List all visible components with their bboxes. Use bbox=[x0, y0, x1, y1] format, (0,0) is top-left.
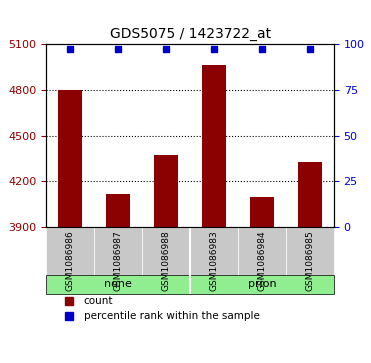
FancyBboxPatch shape bbox=[238, 228, 286, 294]
Bar bbox=[250, 197, 274, 228]
FancyBboxPatch shape bbox=[190, 228, 238, 294]
Bar bbox=[106, 194, 130, 228]
FancyBboxPatch shape bbox=[142, 228, 190, 294]
Bar bbox=[154, 155, 178, 228]
Text: count: count bbox=[84, 296, 113, 306]
Text: GSM1086983: GSM1086983 bbox=[210, 230, 219, 291]
FancyBboxPatch shape bbox=[190, 275, 334, 294]
Text: percentile rank within the sample: percentile rank within the sample bbox=[84, 311, 260, 321]
Bar bbox=[58, 90, 82, 228]
FancyBboxPatch shape bbox=[46, 275, 190, 294]
FancyBboxPatch shape bbox=[46, 228, 94, 294]
Text: GSM1086986: GSM1086986 bbox=[66, 230, 75, 291]
Text: GSM1086987: GSM1086987 bbox=[114, 230, 123, 291]
Bar bbox=[202, 65, 226, 228]
FancyBboxPatch shape bbox=[94, 228, 142, 294]
Text: GSM1086985: GSM1086985 bbox=[305, 230, 315, 291]
Title: GDS5075 / 1423722_at: GDS5075 / 1423722_at bbox=[109, 27, 271, 41]
Text: none: none bbox=[104, 280, 132, 289]
FancyBboxPatch shape bbox=[286, 228, 334, 294]
Bar bbox=[298, 162, 322, 228]
Text: GSM1086988: GSM1086988 bbox=[162, 230, 171, 291]
Text: GSM1086984: GSM1086984 bbox=[257, 230, 266, 291]
Text: prion: prion bbox=[248, 280, 276, 289]
